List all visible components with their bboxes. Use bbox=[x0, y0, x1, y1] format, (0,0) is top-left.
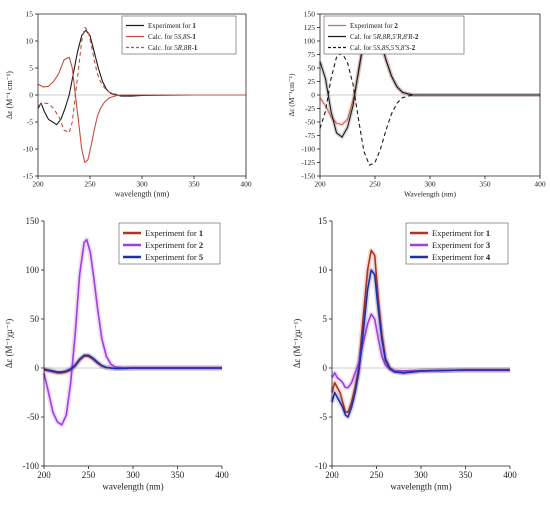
x-axis-label: wavelength (nm) bbox=[390, 482, 451, 492]
y-tick-label: 5 bbox=[29, 64, 33, 73]
x-tick-label: 250 bbox=[84, 180, 96, 189]
x-tick-label: 350 bbox=[171, 470, 185, 480]
x-tick-label: 400 bbox=[215, 470, 229, 480]
chart-panel-top-left: 200 250 300 350 400 -15 -10 -5 0 5 10 15 wavelength … bbox=[5, 10, 252, 199]
x-tick-label: 400 bbox=[534, 180, 546, 189]
x-tick-label: 350 bbox=[188, 180, 200, 189]
x-tick-label: 300 bbox=[414, 470, 428, 480]
series-line-1 bbox=[331, 249, 510, 413]
series-halo-1 bbox=[329, 247, 510, 415]
y-tick-label: 15 bbox=[318, 216, 328, 226]
x-tick-label: 300 bbox=[136, 180, 148, 189]
y-tick-label: 0 bbox=[29, 91, 33, 100]
series-line-2 bbox=[37, 56, 246, 164]
y-tick-label: -50 bbox=[27, 412, 39, 422]
x-tick-label: 350 bbox=[459, 470, 473, 480]
chart-panel-bottom-left: 200 250 300 350 400 -100 -50 0 50 100 150 wavelengt… bbox=[4, 216, 229, 492]
y-tick-label: -10 bbox=[23, 145, 33, 154]
y-tick-label: -10 bbox=[315, 461, 327, 471]
legend-box bbox=[323, 15, 465, 55]
y-tick-label: 10 bbox=[26, 37, 34, 46]
legend-label: Cal. for 5R,8R,5'R,8'R-2 bbox=[350, 33, 419, 41]
y-tick-label: 5 bbox=[323, 314, 328, 324]
series-halo-2 bbox=[41, 237, 222, 428]
y-tick-label: 125 bbox=[304, 23, 316, 32]
y-tick-label: 10 bbox=[318, 265, 328, 275]
legend-label: Experiment for 1 bbox=[145, 228, 203, 238]
x-tick-label: 300 bbox=[424, 180, 436, 189]
series-line-2 bbox=[331, 313, 510, 389]
x-tick-label: 350 bbox=[479, 180, 491, 189]
chart-panel-top-right: 200 250 300 350 400 -150 -125 -100 -75 -50 -25 0 25 5… bbox=[287, 10, 546, 199]
chart-panel-bottom-right: 200 250 300 350 400 -10 -5 0 5 10 15 wavelength (nm… bbox=[292, 216, 517, 492]
x-tick-label: 250 bbox=[82, 470, 96, 480]
y-tick-label: 75 bbox=[308, 50, 316, 59]
x-tick-label: 200 bbox=[37, 470, 51, 480]
y-tick-label: 15 bbox=[26, 10, 34, 19]
y-tick-label: 25 bbox=[308, 77, 316, 86]
y-axis-label: Δε (M⁻¹ cm⁻¹) bbox=[5, 71, 14, 119]
y-tick-label: 0 bbox=[35, 363, 40, 373]
y-tick-label: -5 bbox=[27, 118, 33, 127]
x-tick-label: 200 bbox=[325, 470, 339, 480]
legend-label: Calc. for 5S,8S-1 bbox=[148, 33, 196, 41]
y-tick-label: -25 bbox=[305, 104, 315, 113]
x-tick-label: 300 bbox=[126, 470, 140, 480]
y-axis-label: Δε (M⁻¹cm⁻¹) bbox=[287, 73, 296, 117]
y-tick-label: 100 bbox=[26, 265, 40, 275]
legend-label: Experiment for 2 bbox=[145, 240, 203, 250]
y-tick-label: 50 bbox=[308, 64, 316, 73]
series-line-3 bbox=[331, 269, 510, 418]
x-tick-label: 250 bbox=[370, 470, 384, 480]
x-axis-label: wavelength (nm) bbox=[115, 189, 170, 198]
series-line-3 bbox=[319, 52, 540, 166]
legend-label: Experiment for 1 bbox=[432, 228, 490, 238]
series-line-3 bbox=[43, 354, 222, 373]
y-tick-label: -75 bbox=[305, 131, 315, 140]
series-line-2 bbox=[43, 238, 222, 426]
y-tick-label: 150 bbox=[26, 216, 40, 226]
y-tick-label: -50 bbox=[305, 118, 315, 127]
y-tick-label: 100 bbox=[304, 37, 316, 46]
x-tick-label: 200 bbox=[314, 180, 326, 189]
y-tick-label: 0 bbox=[311, 91, 315, 100]
x-axis-label: wavelength (nm) bbox=[102, 482, 163, 492]
x-tick-label: 400 bbox=[503, 470, 517, 480]
legend-label: Experiment for 5 bbox=[145, 252, 203, 262]
y-tick-label: 150 bbox=[304, 10, 316, 19]
x-tick-label: 250 bbox=[369, 180, 381, 189]
y-tick-label: 50 bbox=[30, 314, 40, 324]
legend-label: Experiment for 4 bbox=[432, 252, 491, 262]
y-axis-label: Δε (M⁻¹χμ⁻¹) bbox=[292, 319, 302, 369]
x-axis-label: Wavelength (nm) bbox=[404, 189, 457, 198]
legend-label: Experiment for 1 bbox=[148, 22, 196, 30]
legend-label: Experiment for 2 bbox=[350, 22, 398, 30]
y-tick-label: 0 bbox=[323, 363, 328, 373]
x-tick-label: 400 bbox=[240, 180, 252, 189]
y-tick-label: -15 bbox=[23, 172, 33, 181]
y-tick-label: -100 bbox=[23, 461, 40, 471]
y-tick-label: -100 bbox=[301, 145, 315, 154]
x-tick-label: 200 bbox=[32, 180, 44, 189]
series-line-1 bbox=[37, 29, 246, 126]
legend-label: Calc. for 5R,8R-1 bbox=[148, 44, 198, 52]
legend-label: Cal. for 5S,8S,5'S,8'S-2 bbox=[350, 44, 416, 52]
legend-label: Experiment for 3 bbox=[432, 240, 490, 250]
y-tick-label: -125 bbox=[301, 158, 315, 167]
y-axis-label: Δε (M⁻¹χμ⁻¹) bbox=[4, 319, 14, 369]
y-tick-label: -5 bbox=[320, 412, 328, 422]
y-tick-label: -150 bbox=[301, 172, 315, 181]
series-line-3 bbox=[37, 26, 246, 134]
